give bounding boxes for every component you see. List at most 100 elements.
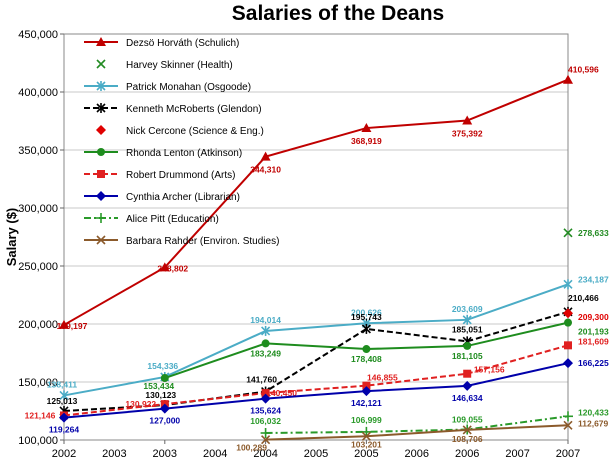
legend-marker: [96, 81, 106, 91]
series-line: [63, 283, 569, 397]
legend: Dezsö Horváth (Schulich) Harvey Skinner (…: [84, 37, 279, 247]
data-label: 209,300: [578, 312, 609, 322]
legend-item: Rhonda Lenton (Atkinson): [84, 148, 242, 159]
data-label: 157,156: [474, 365, 505, 375]
data-point: [564, 318, 572, 327]
data-point: [462, 115, 473, 125]
data-label: 103,201: [351, 439, 382, 449]
data-point: [463, 369, 472, 378]
legend-marker: [97, 148, 105, 156]
series-line: [265, 415, 569, 435]
data-label: 146,855: [367, 373, 398, 383]
y-tick-label: 400,000: [18, 87, 58, 99]
series: 100,289 103,201 108,706 112,679: [236, 418, 608, 452]
legend-label: Nick Cercone (Science & Eng.): [126, 126, 264, 137]
data-label: 140,450: [266, 388, 297, 398]
series: 153,434 183,249 178,408 181,105 201,193: [143, 318, 609, 391]
data-label: 112,679: [578, 418, 609, 428]
data-label: 178,408: [351, 354, 382, 364]
data-point: [159, 403, 170, 414]
legend-item: Nick Cercone (Science & Eng.): [96, 125, 264, 137]
series-layer: 199,197 248,802 344,310 368,919 375,392 410,5…: [25, 65, 609, 453]
data-point: [261, 339, 270, 348]
data-point: [563, 358, 573, 369]
series-line: [63, 344, 569, 417]
x-tick-label: 2006: [455, 448, 479, 460]
data-label: 153,434: [143, 381, 174, 391]
legend-item: Robert Drummond (Arts): [84, 170, 235, 181]
series: 119,264 127,000 135,624 142,121 146,634 166,2…: [49, 358, 609, 435]
data-label: 368,919: [351, 136, 382, 146]
series-line: [265, 424, 569, 441]
data-point: [362, 345, 371, 354]
legend-item: Barbara Rahder (Environ. Studies): [84, 235, 279, 247]
y-axis: 100,000 150,000 200,000 250,000 300,000 350,0…: [18, 29, 64, 447]
data-label: 125,013: [47, 396, 78, 406]
data-point: [59, 390, 69, 401]
data-label: 100,289: [236, 443, 267, 453]
legend-item: Kenneth McRoberts (Glendon): [84, 103, 262, 115]
data-label: 410,596: [568, 65, 599, 75]
data-point: [159, 262, 170, 272]
y-tick-label: 300,000: [18, 203, 58, 215]
legend-label: Rhonda Lenton (Atkinson): [126, 148, 242, 159]
data-point: [361, 386, 372, 397]
data-point: [564, 341, 572, 350]
data-label: 210,466: [568, 293, 599, 303]
y-tick-label: 250,000: [18, 261, 58, 273]
data-label: 248,802: [157, 263, 188, 273]
data-label: 194,014: [250, 315, 281, 325]
legend-marker: [96, 103, 106, 113]
legend-marker: [96, 59, 106, 69]
legend-marker: [97, 170, 105, 178]
legend-item: Harvey Skinner (Health): [96, 59, 233, 71]
data-point: [361, 431, 371, 441]
legend-label: Barbara Rahder (Environ. Studies): [126, 236, 279, 247]
y-tick-label: 200,000: [18, 319, 58, 331]
data-point: [462, 425, 472, 435]
x-tick-label: 2002: [52, 448, 76, 460]
x-tick-label: 2004: [253, 448, 277, 460]
series: 199,197 248,802 344,310 368,919 375,392 410,5…: [57, 65, 599, 331]
data-label: 166,225: [578, 358, 609, 368]
data-point: [563, 308, 573, 319]
data-label: 119,264: [49, 425, 80, 435]
series-line: [63, 78, 569, 326]
data-label: 120,433: [578, 407, 609, 417]
plot-area: [63, 33, 569, 441]
data-point: [260, 151, 271, 161]
data-label: 121,146: [25, 410, 56, 420]
data-label: 234,187: [578, 274, 609, 284]
y-axis-label: Salary ($): [4, 208, 19, 267]
data-point: [59, 319, 69, 329]
y-tick-label: 350,000: [18, 145, 58, 157]
series: 138,411 154,336 194,014 200,626 203,609 234,1…: [47, 274, 609, 401]
data-label: 146,634: [452, 393, 483, 403]
data-label: 181,105: [452, 351, 483, 361]
data-label: 200,626: [351, 307, 382, 317]
series: 278,633: [563, 228, 609, 238]
data-point: [59, 412, 69, 423]
chart-title: Salaries of the Deans: [232, 2, 444, 25]
x-tick-label: 2003: [102, 448, 126, 460]
series: 209,300: [563, 308, 609, 322]
data-point: [463, 341, 472, 350]
data-point: [160, 374, 169, 383]
legend-item: Patrick Monahan (Osgoode): [84, 81, 251, 93]
x-tick-label: 2006: [405, 448, 429, 460]
legend-item: Cynthia Archer (Librarian): [84, 191, 240, 203]
data-point: [462, 380, 473, 391]
x-tick-label: 2004: [203, 448, 227, 460]
y-tick-label: 450,000: [18, 29, 58, 41]
data-label: 109,055: [452, 414, 483, 424]
data-point: [462, 314, 472, 325]
legend-marker: [96, 125, 106, 135]
legend-label: Dezsö Horváth (Schulich): [126, 38, 239, 49]
data-point: [563, 228, 573, 238]
data-label: 201,193: [578, 327, 609, 337]
data-label: 154,336: [147, 361, 178, 371]
legend-item: Alice Pitt (Education): [84, 213, 219, 225]
data-label: 344,310: [250, 165, 281, 175]
data-label: 106,032: [250, 416, 281, 426]
